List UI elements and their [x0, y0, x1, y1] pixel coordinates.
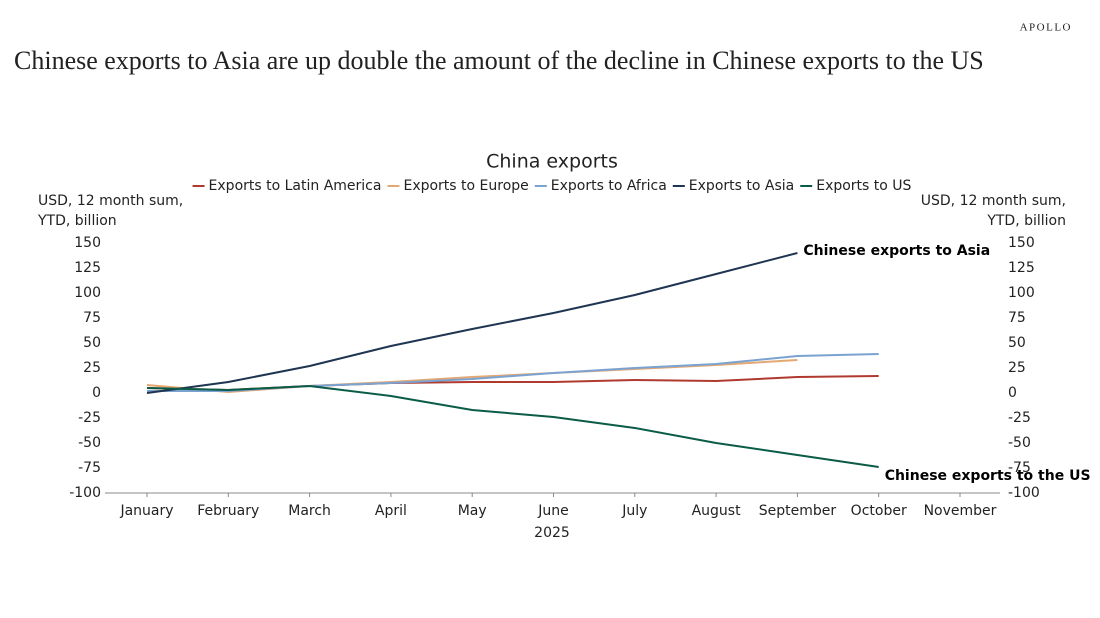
- y-tick-label: 0: [92, 385, 101, 401]
- annotation: Chinese exports to the US: [885, 468, 1091, 484]
- y2-tick-label: -100: [1008, 485, 1040, 501]
- y2-tick-label: 50: [1008, 335, 1026, 351]
- y2-tick-label: 150: [1008, 235, 1035, 251]
- y-axis-label: YTD, billion: [37, 213, 117, 229]
- x-tick-label: November: [924, 503, 997, 519]
- y-tick-label: -75: [78, 460, 101, 476]
- legend-item: Exports to Europe: [387, 178, 529, 194]
- x-tick-label: February: [197, 503, 259, 519]
- legend-label: Exports to Latin America: [209, 178, 382, 194]
- y2-tick-label: 125: [1008, 260, 1035, 276]
- x-tick-label: April: [375, 503, 407, 519]
- y-axis-label: USD, 12 month sum,: [38, 193, 183, 209]
- legend-item: Exports to Africa: [534, 178, 667, 194]
- y-tick-label: -25: [78, 410, 101, 426]
- x-tick-label: August: [692, 503, 742, 519]
- y2-tick-label: 100: [1008, 285, 1035, 301]
- y-tick-label: 75: [83, 310, 101, 326]
- y-tick-label: 150: [74, 235, 101, 251]
- annotation: Chinese exports to Asia: [803, 243, 990, 259]
- series-line: [146, 384, 879, 468]
- y-tick-label: -50: [78, 435, 101, 451]
- legend-label: Exports to Europe: [403, 178, 528, 194]
- y2-tick-label: 0: [1008, 385, 1017, 401]
- y-tick-label: 125: [74, 260, 101, 276]
- legend-item: Exports to US: [800, 178, 912, 194]
- series-line: [147, 353, 879, 392]
- x-tick-label: July: [621, 503, 647, 519]
- x-axis-label: 2025: [534, 525, 570, 541]
- y2-tick-label: -75: [1008, 460, 1031, 476]
- y2-axis-label: USD, 12 month sum,: [921, 193, 1066, 209]
- x-tick-label: June: [537, 503, 569, 519]
- x-tick-label: January: [119, 503, 173, 519]
- x-tick-label: October: [851, 503, 907, 519]
- legend-item: Exports to Latin America: [192, 178, 382, 194]
- series-line: [146, 252, 798, 394]
- x-tick-label: March: [288, 503, 331, 519]
- y2-tick-label: -25: [1008, 410, 1031, 426]
- brand: APOLLO: [1020, 22, 1072, 34]
- y2-tick-label: 75: [1008, 310, 1026, 326]
- chart-title: China exports: [486, 151, 618, 173]
- legend-label: Exports to US: [816, 178, 911, 194]
- legend-label: Exports to Asia: [689, 178, 794, 194]
- x-tick-label: September: [759, 503, 837, 519]
- y2-axis-label: YTD, billion: [986, 213, 1066, 229]
- legend-item: Exports to Asia: [672, 178, 794, 194]
- x-tick-label: May: [458, 503, 487, 519]
- y2-tick-label: 25: [1008, 360, 1026, 376]
- y-tick-label: 25: [83, 360, 101, 376]
- headline: Chinese exports to Asia are up double th…: [14, 46, 984, 75]
- legend-label: Exports to Africa: [551, 178, 667, 194]
- y-tick-label: 50: [83, 335, 101, 351]
- y-tick-label: -100: [69, 485, 101, 501]
- y-tick-label: 100: [74, 285, 101, 301]
- y2-tick-label: -50: [1008, 435, 1031, 451]
